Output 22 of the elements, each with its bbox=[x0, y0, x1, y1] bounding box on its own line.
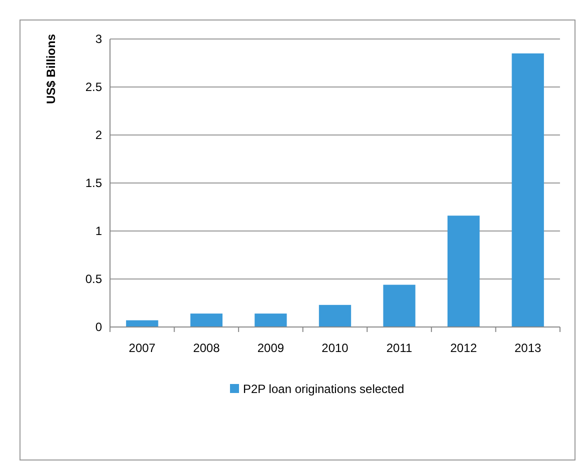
y-tick-label: 2 bbox=[95, 128, 102, 142]
x-tick-label: 2010 bbox=[322, 341, 349, 355]
bar bbox=[512, 53, 544, 327]
bar bbox=[318, 304, 352, 327]
bar bbox=[190, 314, 222, 327]
y-tick-label: 3 bbox=[95, 32, 102, 46]
bar bbox=[383, 284, 416, 327]
y-axis-title: US$ Billions bbox=[44, 34, 58, 104]
bar bbox=[448, 216, 480, 327]
x-tick-label: 2008 bbox=[193, 341, 220, 355]
x-tick-label: 2011 bbox=[386, 341, 413, 355]
legend-label: P2P loan originations selected bbox=[243, 382, 404, 396]
bar bbox=[254, 314, 287, 327]
y-tick-label: 2.5 bbox=[85, 80, 102, 94]
x-tick-label: 2007 bbox=[128, 341, 156, 355]
x-tick-label: 2013 bbox=[514, 341, 542, 355]
x-tick-label: 2012 bbox=[450, 341, 478, 355]
y-tick-label: 1 bbox=[95, 224, 102, 238]
y-tick-label: 1.5 bbox=[85, 176, 102, 190]
y-tick-label: 0 bbox=[95, 320, 102, 334]
y-tick-label: 0.5 bbox=[85, 272, 102, 286]
x-tick-label: 2009 bbox=[257, 341, 284, 355]
